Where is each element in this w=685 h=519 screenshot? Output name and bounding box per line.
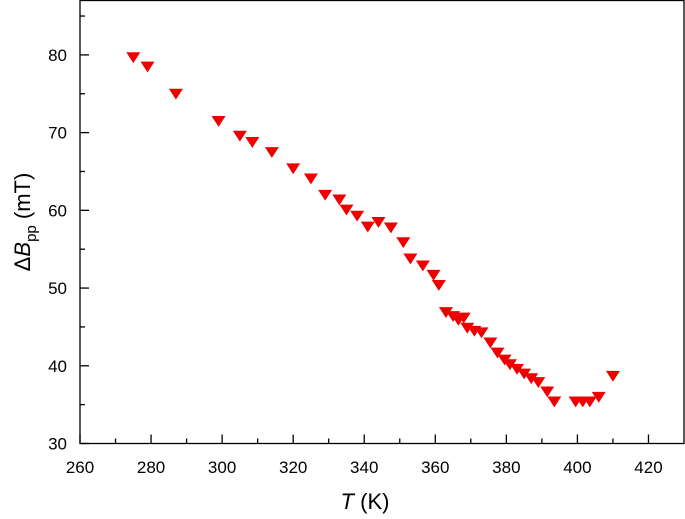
data-point	[531, 377, 546, 388]
y-axis-title: ΔBpp (mT)	[10, 173, 40, 272]
data-point	[396, 237, 411, 249]
data-point	[318, 189, 333, 201]
y-tick-label: 40	[48, 357, 67, 376]
data-point	[403, 253, 418, 265]
data-point	[350, 210, 365, 222]
data-point	[415, 260, 430, 272]
x-tick-label: 400	[563, 458, 591, 477]
x-tick-label: 380	[492, 458, 520, 477]
data-markers	[126, 52, 620, 408]
x-tick-label: 260	[66, 458, 94, 477]
y-axis: 30 40 50 60 70 80	[48, 15, 89, 454]
data-point	[540, 386, 555, 398]
data-point	[232, 130, 247, 142]
data-point	[245, 136, 260, 148]
data-point	[524, 373, 539, 385]
data-point	[126, 52, 141, 64]
x-axis-title: T (K)	[341, 489, 390, 514]
data-point	[591, 391, 606, 403]
data-point	[456, 312, 471, 324]
data-point	[211, 115, 226, 127]
data-point	[474, 327, 489, 339]
data-point	[460, 322, 475, 334]
data-point	[438, 307, 453, 319]
data-point	[483, 337, 498, 349]
x-tick-label: 420	[634, 458, 662, 477]
data-point	[605, 370, 620, 382]
x-tick-label: 280	[137, 458, 165, 477]
data-point	[582, 396, 597, 408]
y-tick-label: 50	[48, 279, 67, 298]
y-tick-label: 60	[48, 201, 67, 220]
data-point	[332, 194, 347, 206]
x-tick-label: 320	[279, 458, 307, 477]
data-point	[517, 368, 532, 380]
x-tick-label: 360	[421, 458, 449, 477]
y-tick-label: 30	[48, 435, 67, 454]
data-point	[383, 222, 398, 234]
plot-frame	[79, 0, 685, 445]
data-point	[264, 147, 279, 158]
data-point	[490, 347, 505, 359]
data-point	[502, 359, 517, 371]
data-point	[303, 173, 318, 185]
y-tick-label: 70	[48, 124, 67, 143]
data-point	[426, 269, 441, 281]
data-point	[286, 163, 301, 175]
x-axis: 260 280 300 320 340 360 380 400 420	[66, 434, 663, 477]
data-point	[168, 88, 183, 100]
y-tick-label: 80	[48, 46, 67, 65]
data-point	[431, 279, 446, 291]
data-point	[547, 396, 562, 408]
x-tick-label: 300	[208, 458, 236, 477]
data-point	[339, 204, 354, 216]
x-tick-label: 340	[350, 458, 378, 477]
data-point	[371, 217, 386, 228]
data-point	[510, 363, 525, 375]
data-point	[360, 221, 375, 233]
data-point	[140, 61, 155, 73]
